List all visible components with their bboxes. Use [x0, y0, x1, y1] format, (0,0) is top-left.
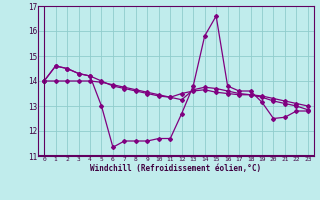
X-axis label: Windchill (Refroidissement éolien,°C): Windchill (Refroidissement éolien,°C)	[91, 164, 261, 173]
